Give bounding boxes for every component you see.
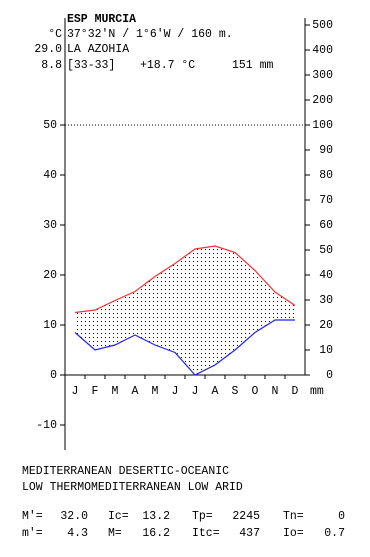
index-value: 4.3	[67, 527, 88, 540]
x-tick-label: A	[212, 385, 219, 398]
arid-area	[75, 246, 295, 375]
y2-tick-label: 80	[319, 169, 333, 182]
title: ESP MURCIA	[67, 13, 136, 26]
classification: MEDITERRANEAN DESERTIC-OCEANIC	[22, 465, 229, 478]
x-tick-label: J	[172, 385, 179, 398]
index-label: M=	[108, 527, 122, 540]
index-value: 2245	[232, 510, 260, 523]
x-tick-label: A	[132, 385, 139, 398]
index-value: 0	[338, 510, 345, 523]
station: LA AZOHIA	[67, 43, 129, 56]
x-tick-label: M	[112, 385, 119, 398]
tmin: 8.8	[41, 59, 62, 72]
coords: 37°32'N / 1°6'W / 160 m.	[67, 28, 233, 41]
index-label: Ic=	[108, 510, 129, 523]
x-tick-label: S	[232, 385, 239, 398]
annual-precip: 151 mm	[232, 59, 274, 72]
x-tick-label: N	[272, 385, 279, 398]
y2-tick-label: 40	[319, 269, 333, 282]
y2-tick-label: 30	[319, 294, 333, 307]
x-tick-label: O	[252, 385, 259, 398]
y-tick-label: 30	[43, 219, 57, 232]
y2-tick-label: 500	[312, 19, 333, 32]
y2-tick-label: 300	[312, 69, 333, 82]
y2-tick-label: 200	[312, 94, 333, 107]
years: [33-33]	[67, 59, 115, 72]
x-tick-label: D	[292, 385, 299, 398]
index-label: Tp=	[192, 510, 213, 523]
y2-tick-label: 70	[319, 194, 333, 207]
index-value: 437	[239, 527, 260, 540]
y-tick-label: 50	[43, 119, 57, 132]
index-label: Tn=	[283, 510, 304, 523]
index-value: 32.0	[60, 510, 88, 523]
y2-tick-label: 400	[312, 44, 333, 57]
y2-tick-label: 50	[319, 244, 333, 257]
index-value: 0.7	[324, 527, 345, 540]
index-value: 13.2	[142, 510, 170, 523]
y2-tick-label: 0	[326, 369, 333, 382]
mean-temp: +18.7 °C	[140, 59, 195, 72]
series-line	[74, 319, 295, 376]
index-label: M'=	[22, 510, 43, 523]
y2-tick-label: 60	[319, 219, 333, 232]
x-tick-label: J	[72, 385, 79, 398]
x-tick-label: M	[152, 385, 159, 398]
index-label: Io=	[283, 527, 304, 540]
y-tick-label: 40	[43, 169, 57, 182]
unit: °C	[48, 28, 62, 41]
classification: LOW THERMOMEDITERRANEAN LOW ARID	[22, 481, 243, 494]
index-label: m'=	[22, 527, 43, 540]
y-tick-label: 10	[43, 319, 57, 332]
y-tick-label: -10	[36, 419, 57, 432]
index-label: Itc=	[192, 527, 220, 540]
y2-tick-label: 90	[319, 144, 333, 157]
x-tick-label: J	[192, 385, 199, 398]
tmax: 29.0	[34, 43, 62, 56]
y2-tick-label: 20	[319, 319, 333, 332]
y-tick-label: 20	[43, 269, 57, 282]
y-tick-label: 0	[50, 369, 57, 382]
y2-tick-label: 100	[312, 119, 333, 132]
index-value: 16.2	[142, 527, 170, 540]
series-line	[74, 245, 296, 314]
mm-label: mm	[310, 385, 324, 398]
y2-tick-label: 10	[319, 344, 333, 357]
x-tick-label: F	[92, 385, 99, 398]
